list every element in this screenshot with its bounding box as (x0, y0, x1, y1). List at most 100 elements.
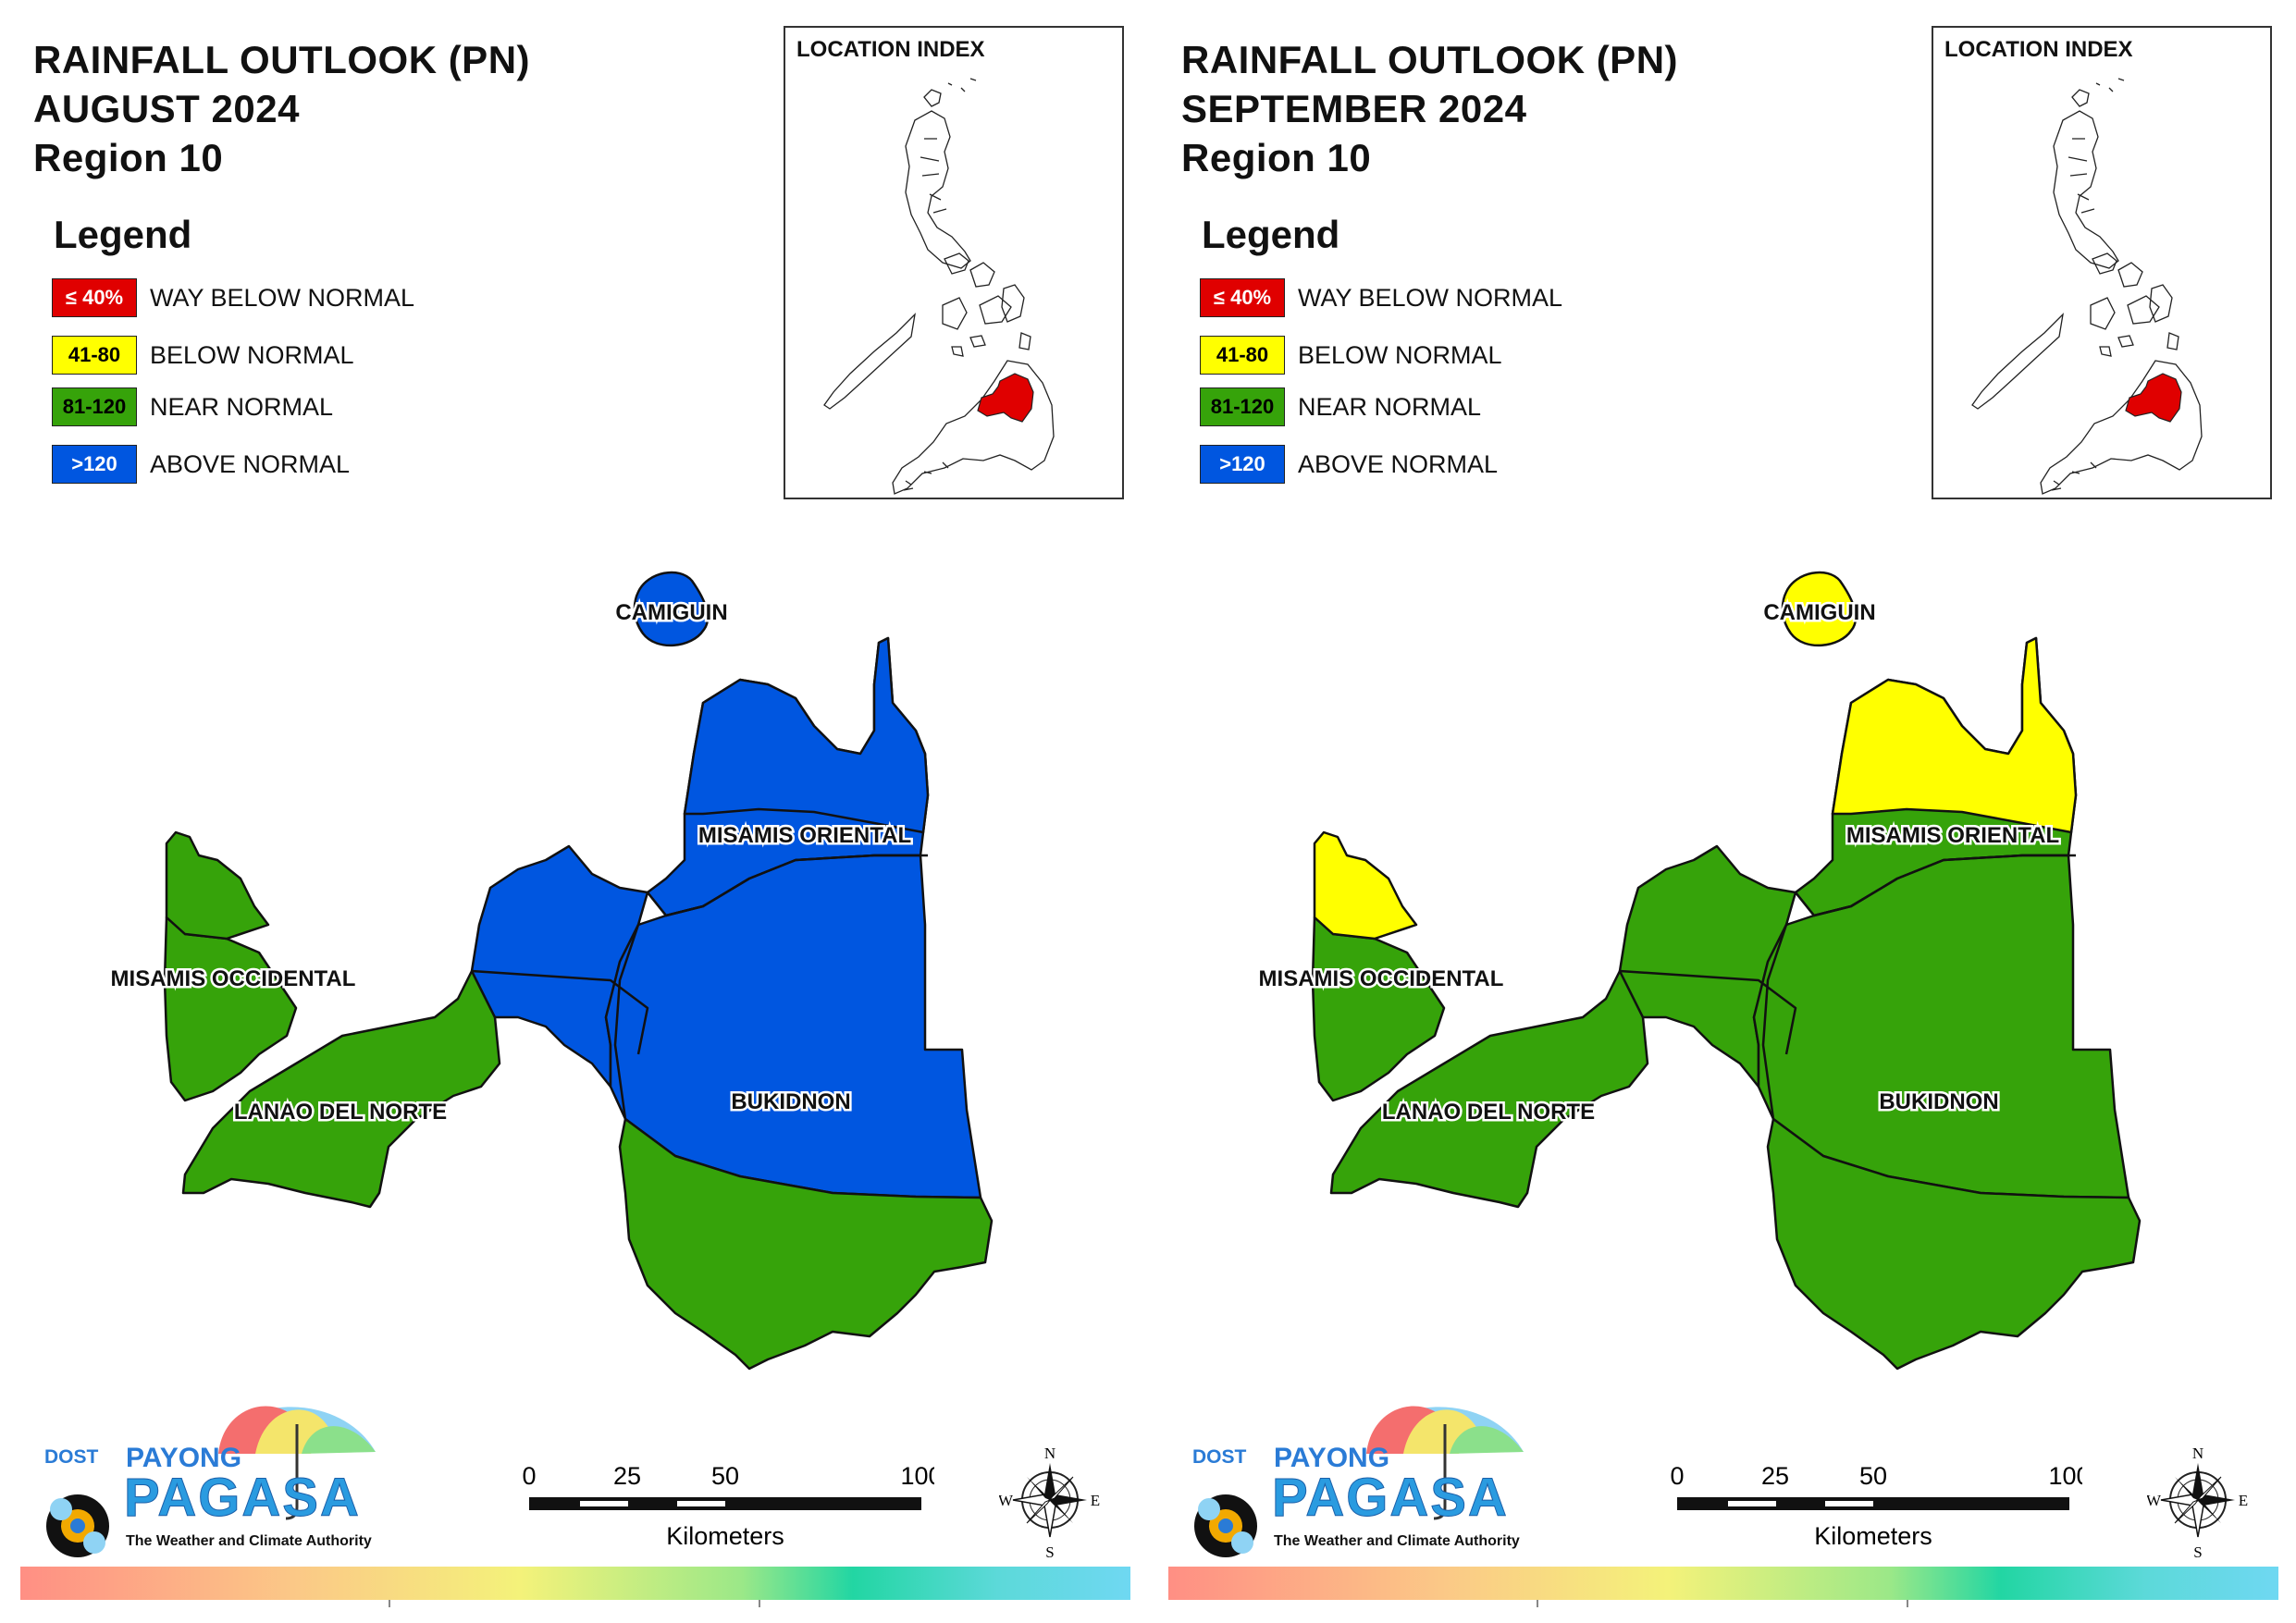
legend-label: WAY BELOW NORMAL (150, 283, 415, 312)
footer-gradient-bar (1168, 1567, 2278, 1600)
region-10-map: CAMIGUIN MISAMIS ORIENTAL MISAMIS OCCIDE… (108, 571, 994, 1371)
pagasa-text: PAGASA (124, 1468, 361, 1529)
scale-tick-25: 25 (613, 1462, 641, 1490)
scale-unit: Kilometers (1814, 1522, 1932, 1550)
label-camiguin: CAMIGUIN (1763, 600, 1875, 625)
title-month: AUGUST 2024 (33, 87, 300, 130)
legend-swatch: 81-120 (52, 387, 137, 426)
swatch-text: 41-80 (1216, 343, 1269, 366)
legend-label: NEAR NORMAL (1298, 392, 1482, 421)
province-bukidnon-south (618, 1117, 994, 1371)
legend-swatch: 41-80 (52, 336, 137, 375)
label-bukidnon: BUKIDNON (731, 1089, 850, 1114)
scale-tick-25: 25 (1761, 1462, 1789, 1490)
compass-s: S (1045, 1543, 1054, 1561)
location-index-title: LOCATION INDEX (1944, 37, 2133, 62)
map-title: RAINFALL OUTLOOK (PN) SEPTEMBER 2024 Reg… (1181, 35, 1678, 182)
compass-s: S (2193, 1543, 2202, 1561)
pagasa-logo: DOST PAYONG PAGASA The Weather and Clima… (1181, 1387, 1551, 1563)
north-arrow-compass: N S E W (2146, 1443, 2249, 1563)
legend-item-above-normal: >120 ABOVE NORMAL (52, 444, 350, 485)
compass-n: N (2192, 1445, 2203, 1462)
payong-pagasa-logo-graphic (1194, 1406, 1524, 1557)
province-misamis-occidental-north (165, 830, 270, 941)
footer-tick (1537, 1600, 1538, 1607)
legend-item-way-below-normal: ≤ 40% WAY BELOW NORMAL (52, 277, 414, 318)
province-misamis-occidental (163, 916, 298, 1102)
swatch-text: 81-120 (1210, 395, 1275, 418)
legend-label: WAY BELOW NORMAL (1298, 283, 1563, 312)
legend-label: BELOW NORMAL (1298, 340, 1502, 369)
panel-august-2024: RAINFALL OUTLOOK (PN) AUGUST 2024 Region… (20, 26, 1130, 1607)
province-misamis-oriental-north (683, 636, 930, 834)
label-bukidnon: BUKIDNON (1879, 1089, 1998, 1114)
legend-item-near-normal: 81-120 NEAR NORMAL (52, 387, 333, 427)
scale-bar: 0 25 50 100 Kilometers (1666, 1457, 2090, 1558)
swatch-text: ≤ 40% (1213, 286, 1272, 309)
title-line-1: RAINFALL OUTLOOK (PN) (1181, 38, 1679, 81)
label-lanao-del-norte: LANAO DEL NORTE (1382, 1100, 1595, 1125)
swatch-text: ≤ 40% (65, 286, 124, 309)
location-index-title: LOCATION INDEX (796, 37, 985, 62)
payong-pagasa-logo-graphic (46, 1406, 376, 1557)
scale-tick-50: 50 (711, 1462, 739, 1490)
province-misamis-oriental-north (1831, 636, 2078, 834)
compass-n: N (1044, 1445, 1055, 1462)
legend: Legend ≤ 40% WAY BELOW NORMAL 41-80 BELO… (1200, 213, 1718, 484)
footer-tick (389, 1600, 390, 1607)
dost-text: DOST (44, 1446, 99, 1468)
province-bukidnon-south (1766, 1117, 2142, 1371)
region-10-map: CAMIGUIN MISAMIS ORIENTAL MISAMIS OCCIDE… (1256, 571, 2142, 1371)
tagline-text: The Weather and Climate Authority (1274, 1533, 1520, 1549)
legend-item-way-below-normal: ≤ 40% WAY BELOW NORMAL (1200, 277, 1562, 318)
legend-swatch: >120 (1200, 445, 1285, 484)
legend-swatch: 81-120 (1200, 387, 1285, 426)
label-camiguin: CAMIGUIN (615, 600, 727, 625)
label-misamis-occidental: MISAMIS OCCIDENTAL (1259, 966, 1504, 991)
compass-e: E (1091, 1492, 1100, 1509)
legend: Legend ≤ 40% WAY BELOW NORMAL 41-80 BELO… (52, 213, 570, 484)
scale-tick-0: 0 (522, 1462, 536, 1490)
province-misamis-occidental-north (1313, 830, 1418, 941)
legend-item-above-normal: >120 ABOVE NORMAL (1200, 444, 1498, 485)
label-misamis-oriental: MISAMIS ORIENTAL (698, 823, 911, 848)
location-index-inset: LOCATION INDEX (784, 26, 1124, 499)
legend-label: NEAR NORMAL (150, 392, 334, 421)
legend-label: ABOVE NORMAL (1298, 449, 1499, 478)
scale-tick-100: 100 (2048, 1462, 2082, 1490)
legend-item-below-normal: 41-80 BELOW NORMAL (52, 335, 354, 375)
region-10-highlight (977, 373, 1034, 423)
philippines-outline-map (1971, 78, 2203, 495)
payong-text: PAYONG (1274, 1443, 1390, 1473)
legend-title: Legend (1202, 213, 1340, 256)
philippines-outline-map (823, 78, 1055, 495)
scale-tick-100: 100 (900, 1462, 934, 1490)
swatch-text: >120 (1219, 452, 1265, 475)
label-lanao-del-norte: LANAO DEL NORTE (234, 1100, 447, 1125)
location-index-inset: LOCATION INDEX (1932, 26, 2272, 499)
swatch-text: 81-120 (62, 395, 127, 418)
scale-tick-0: 0 (1670, 1462, 1684, 1490)
title-region: Region 10 (33, 136, 224, 179)
compass-e: E (2239, 1492, 2248, 1509)
title-region: Region 10 (1181, 136, 1372, 179)
compass-rose-icon: N S E W (998, 1445, 1100, 1561)
legend-swatch: ≤ 40% (1200, 278, 1285, 317)
footer-tick (759, 1600, 760, 1607)
label-misamis-occidental: MISAMIS OCCIDENTAL (111, 966, 356, 991)
scale-tick-50: 50 (1859, 1462, 1887, 1490)
province-misamis-occidental (1311, 916, 1446, 1102)
swatch-text: >120 (71, 452, 117, 475)
province-camiguin (1781, 571, 1858, 647)
province-lanao-del-norte-west (1329, 969, 1649, 1209)
legend-swatch: >120 (52, 445, 137, 484)
pagasa-text: PAGASA (1272, 1468, 1509, 1529)
region-10-highlight (2125, 373, 2182, 423)
panel-september-2024: RAINFALL OUTLOOK (PN) SEPTEMBER 2024 Reg… (1148, 0, 2296, 1623)
map-title: RAINFALL OUTLOOK (PN) AUGUST 2024 Region… (33, 35, 530, 182)
footer-tick (1907, 1600, 1908, 1607)
legend-item-below-normal: 41-80 BELOW NORMAL (1200, 335, 1502, 375)
payong-text: PAYONG (126, 1443, 242, 1473)
dost-text: DOST (1192, 1446, 1247, 1468)
compass-w: W (2147, 1492, 2162, 1509)
